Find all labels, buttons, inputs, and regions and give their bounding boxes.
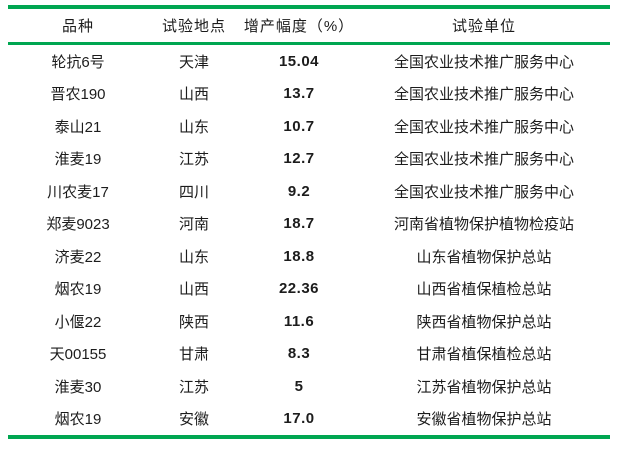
table-row: 烟农19 安徽 17.0 安徽省植物保护总站: [8, 403, 610, 438]
table-body: 轮抗6号 天津 15.04 全国农业技术推广服务中心 晋农190 山西 13.7 全国农业技术…: [8, 44, 610, 438]
table-cell-unit: 全国农业技术推广服务中心: [393, 118, 574, 136]
table-cell-location: 山东: [178, 118, 209, 136]
table-header: 品种 试验地点 增产幅度（%） 试验单位: [8, 7, 610, 45]
table-row: 烟农19 山西 22.36 山西省植保植检总站: [8, 273, 610, 306]
table-cell-location: 江苏: [178, 378, 209, 396]
header-variety: 品种: [8, 7, 148, 45]
table-cell-location: 河南: [178, 216, 209, 234]
table-cell-unit: 全国农业技术推广服务中心: [393, 86, 574, 104]
table-cell-location: 陕西: [178, 313, 209, 331]
table-cell-location: 四川: [178, 183, 209, 201]
table-cell-location: 甘肃: [178, 346, 209, 364]
table-cell-yield-increase: 17.0: [283, 410, 315, 428]
table-cell-yield-increase: 18.8: [283, 247, 315, 265]
table-cell-yield-increase: 8.3: [287, 345, 311, 363]
table-row: 天00155 甘肃 8.3 甘肃省植保植检总站: [8, 338, 610, 371]
table-row: 淮麦30 江苏 5 江苏省植物保护总站: [8, 370, 610, 403]
table-cell-variety: 郑麦9023: [46, 216, 110, 234]
table-row: 轮抗6号 天津 15.04 全国农业技术推广服务中心: [8, 44, 610, 78]
table-cell-unit: 陕西省植物保护总站: [416, 313, 552, 331]
table-cell-variety: 晋农190: [50, 86, 106, 104]
header-yield-increase: 增产幅度（%）: [240, 7, 358, 45]
table-cell-location: 安徽: [178, 411, 209, 429]
table-cell-variety: 济麦22: [54, 248, 102, 266]
table-cell-yield-increase: 10.7: [283, 117, 315, 135]
table-cell-location: 山西: [178, 281, 209, 299]
table-cell-location: 江苏: [178, 151, 209, 169]
table-cell-unit: 山西省植保植检总站: [416, 281, 552, 299]
table-row: 济麦22 山东 18.8 山东省植物保护总站: [8, 240, 610, 273]
table-cell-unit: 全国农业技术推广服务中心: [393, 183, 574, 201]
table-cell-yield-increase: 11.6: [283, 312, 315, 330]
table-header-row: 品种 试验地点 增产幅度（%） 试验单位: [8, 7, 610, 45]
table-cell-location: 山西: [178, 86, 209, 104]
table-cell-location: 天津: [178, 53, 209, 71]
table-cell-unit: 全国农业技术推广服务中心: [393, 151, 574, 169]
table-cell-unit: 安徽省植物保护总站: [416, 411, 552, 429]
header-location: 试验地点: [148, 7, 240, 45]
table-cell-variety: 烟农19: [54, 411, 102, 429]
table-cell-variety: 淮麦30: [54, 378, 102, 396]
table-cell-yield-increase: 9.2: [287, 182, 311, 200]
table-row: 小偃22 陕西 11.6 陕西省植物保护总站: [8, 305, 610, 338]
table-cell-location: 山东: [178, 248, 209, 266]
table-cell-yield-increase: 13.7: [283, 85, 315, 103]
header-unit: 试验单位: [358, 7, 610, 45]
table-cell-variety: 轮抗6号: [51, 53, 105, 71]
table-cell-variety: 泰山21: [54, 118, 102, 136]
table-row: 郑麦9023 河南 18.7 河南省植物保护植物检疫站: [8, 208, 610, 241]
table-row: 泰山21 山东 10.7 全国农业技术推广服务中心: [8, 110, 610, 143]
table-row: 川农麦17 四川 9.2 全国农业技术推广服务中心: [8, 175, 610, 208]
table-row: 淮麦19 江苏 12.7 全国农业技术推广服务中心: [8, 143, 610, 176]
trial-results-table-wrap: 品种 试验地点 增产幅度（%） 试验单位 轮抗6号 天津 15.04 全国农业技术推广…: [8, 5, 610, 439]
table-cell-unit: 全国农业技术推广服务中心: [393, 53, 574, 71]
table-cell-unit: 江苏省植物保护总站: [416, 378, 552, 396]
table-cell-unit: 甘肃省植保植检总站: [416, 346, 552, 364]
table-cell-variety: 天00155: [49, 346, 107, 364]
trial-results-table: 品种 试验地点 增产幅度（%） 试验单位 轮抗6号 天津 15.04 全国农业技术推广…: [8, 5, 610, 439]
table-cell-yield-increase: 22.36: [278, 280, 320, 298]
table-cell-variety: 川农麦17: [47, 183, 109, 201]
table-cell-variety: 小偃22: [54, 313, 102, 331]
table-cell-yield-increase: 5: [294, 377, 304, 395]
table-cell-yield-increase: 15.04: [278, 52, 320, 70]
table-cell-variety: 淮麦19: [54, 151, 102, 169]
table-cell-variety: 烟农19: [54, 281, 102, 299]
table-cell-unit: 山东省植物保护总站: [416, 248, 552, 266]
table-row: 晋农190 山西 13.7 全国农业技术推广服务中心: [8, 78, 610, 111]
table-cell-yield-increase: 18.7: [283, 215, 315, 233]
table-cell-unit: 河南省植物保护植物检疫站: [393, 216, 574, 234]
table-cell-yield-increase: 12.7: [283, 150, 315, 168]
